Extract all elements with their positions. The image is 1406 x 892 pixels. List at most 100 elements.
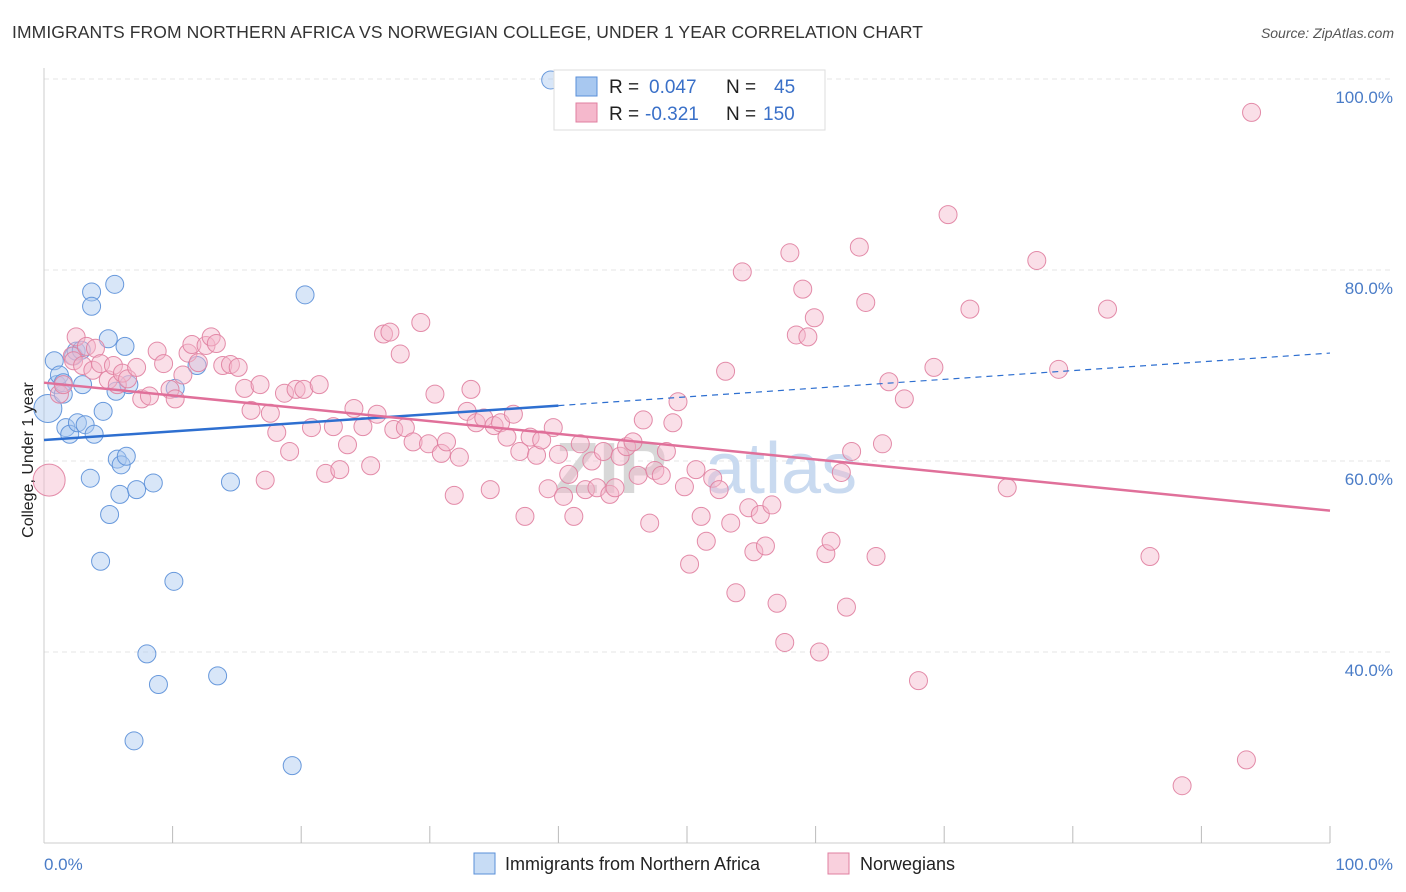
- point-norwegians: [696, 531, 716, 551]
- point-norwegians: [732, 262, 752, 282]
- point-norwegians: [997, 478, 1017, 498]
- point-northern-africa: [84, 424, 104, 444]
- point-norwegians: [201, 327, 221, 347]
- point-norwegians: [651, 465, 671, 485]
- point-northern-africa: [116, 446, 136, 466]
- point-norwegians: [809, 642, 829, 662]
- point-norwegians: [640, 513, 660, 533]
- legend-r-label-pink: R =: [609, 104, 639, 125]
- point-norwegians: [206, 334, 226, 354]
- point-norwegians: [716, 361, 736, 381]
- point-norwegians: [866, 547, 886, 566]
- y-tick-label: 40.0%: [1345, 661, 1393, 680]
- point-norwegians: [798, 327, 818, 347]
- point-norwegians: [767, 593, 787, 613]
- point-norwegians: [628, 465, 648, 485]
- point-norwegians: [821, 531, 841, 551]
- point-northern-africa: [143, 473, 163, 493]
- point-norwegians: [127, 357, 147, 377]
- point-norwegians: [593, 441, 613, 461]
- point-norwegians: [154, 354, 174, 374]
- x-tick-label: 100.0%: [1335, 855, 1393, 874]
- point-norwegians: [220, 355, 240, 375]
- point-norwegians: [147, 341, 167, 361]
- point-norwegians: [691, 506, 711, 526]
- point-norwegians: [793, 279, 813, 299]
- trend-line-northern-africa-extension: [558, 352, 1331, 407]
- x-tick-labels: 0.0% 100.0%: [44, 855, 1393, 874]
- point-norwegians: [139, 386, 159, 406]
- point-norwegians: [461, 379, 481, 399]
- point-norwegians: [286, 379, 306, 399]
- legend-n-blue: 45: [774, 77, 795, 98]
- point-northern-africa: [148, 674, 168, 694]
- point-norwegians: [739, 498, 759, 518]
- y-tick-label: 80.0%: [1345, 279, 1393, 298]
- point-norwegians: [294, 379, 314, 399]
- point-northern-africa: [137, 644, 157, 664]
- point-norwegians: [1236, 750, 1256, 770]
- trend-lines: [43, 352, 1331, 512]
- point-northern-africa: [98, 329, 118, 349]
- point-norwegians: [32, 463, 66, 497]
- legend-r-blue: 0.047: [649, 77, 697, 98]
- point-norwegians: [361, 456, 381, 476]
- point-norwegians: [726, 583, 746, 603]
- point-northern-africa: [67, 413, 87, 433]
- point-northern-africa: [91, 551, 111, 571]
- point-norwegians: [960, 299, 980, 319]
- chart-source: Source: ZipAtlas.com: [1260, 25, 1394, 41]
- point-norwegians: [411, 313, 431, 333]
- point-norwegians: [674, 477, 694, 497]
- point-norwegians: [497, 427, 517, 447]
- point-northern-africa: [93, 401, 113, 421]
- point-northern-africa: [124, 731, 144, 751]
- y-tick-labels: 40.0% 60.0% 80.0% 100.0%: [1335, 88, 1393, 680]
- trend-line-norwegians: [43, 381, 1331, 512]
- point-norwegians: [1049, 359, 1069, 379]
- y-tick-label: 100.0%: [1335, 88, 1393, 107]
- point-norwegians: [721, 513, 741, 533]
- point-norwegians: [600, 484, 620, 504]
- point-norwegians: [554, 486, 574, 506]
- legend-r-pink: -0.321: [645, 104, 699, 125]
- point-norwegians: [515, 506, 535, 526]
- point-norwegians: [842, 441, 862, 461]
- point-northern-africa: [295, 285, 315, 305]
- point-norwegians: [831, 462, 851, 482]
- point-norwegians: [390, 344, 410, 364]
- point-norwegians: [112, 363, 132, 383]
- point-norwegians: [633, 410, 653, 430]
- legend-box: [553, 69, 826, 131]
- point-norwegians: [228, 357, 248, 377]
- point-northern-africa: [82, 296, 102, 316]
- point-norwegians: [605, 478, 625, 498]
- point-norwegians: [668, 392, 688, 412]
- legend-swatch-pink: [575, 102, 598, 123]
- point-northern-africa: [115, 336, 135, 356]
- y-tick-label: 60.0%: [1345, 470, 1393, 489]
- legend-n-label-blue: N =: [726, 77, 756, 98]
- axes: [43, 68, 1331, 844]
- point-norwegians: [182, 334, 202, 354]
- bottom-legend-label-blue: Immigrants from Northern Africa: [505, 854, 761, 874]
- point-northern-africa: [44, 351, 64, 371]
- point-norwegians: [680, 554, 700, 574]
- point-norwegians: [188, 353, 208, 373]
- point-norwegians: [744, 542, 764, 562]
- watermark: ZIP atlas: [555, 429, 857, 509]
- point-norwegians: [538, 479, 558, 499]
- point-northern-africa: [282, 756, 302, 776]
- point-norwegians: [1027, 250, 1047, 270]
- point-norwegians: [836, 597, 856, 617]
- point-norwegians: [908, 671, 928, 691]
- point-norwegians: [403, 432, 423, 452]
- bottom-legend-swatch-pink: [827, 852, 850, 875]
- point-norwegians: [775, 632, 795, 652]
- point-norwegians: [686, 460, 706, 480]
- bottom-legend-label-pink: Norwegians: [860, 854, 955, 874]
- legend-n-pink: 150: [763, 104, 795, 125]
- point-norwegians: [437, 432, 457, 452]
- point-norwegians: [444, 485, 464, 505]
- trend-line-northern-africa: [43, 404, 559, 442]
